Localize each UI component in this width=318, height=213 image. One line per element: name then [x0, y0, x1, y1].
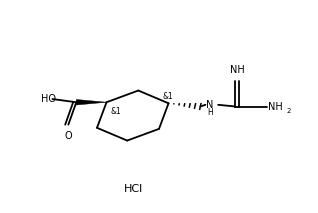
Text: NH: NH [268, 102, 283, 111]
Polygon shape [76, 99, 107, 105]
Text: &1: &1 [111, 107, 121, 116]
Text: HCl: HCl [124, 184, 143, 193]
Text: HO: HO [41, 94, 56, 104]
Text: &1: &1 [163, 92, 174, 101]
Text: O: O [65, 131, 72, 141]
Text: 2: 2 [287, 108, 291, 114]
Text: H: H [208, 108, 213, 117]
Text: NH: NH [230, 65, 244, 75]
Text: N: N [206, 100, 213, 110]
